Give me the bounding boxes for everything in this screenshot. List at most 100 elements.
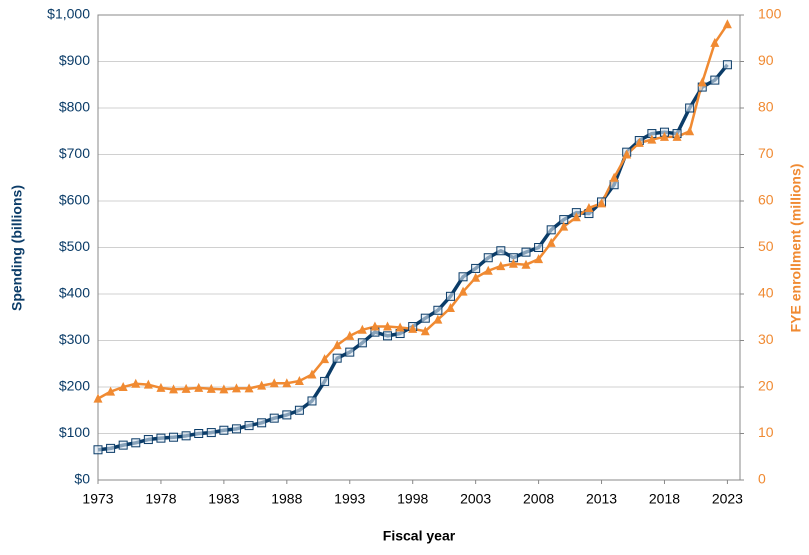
x-tick-label: 1973 (82, 491, 113, 507)
point-marker (722, 60, 732, 70)
point-marker (508, 258, 518, 268)
y2-tick-label: 70 (758, 145, 774, 161)
point-marker (458, 286, 468, 296)
y-tick-label: $500 (59, 238, 90, 254)
point-marker (546, 225, 556, 235)
point-marker (584, 202, 594, 212)
plot-frame (97, 14, 741, 481)
point-marker (320, 376, 330, 386)
point-marker (156, 382, 166, 392)
y2-tick-label: 100 (758, 6, 782, 22)
point-marker (269, 378, 279, 388)
y-tick-label: $100 (59, 424, 90, 440)
point-marker (496, 261, 506, 271)
y2-tick-label: 10 (758, 424, 774, 440)
point-marker (118, 440, 128, 450)
y2-tick-label: 40 (758, 285, 774, 301)
x-tick-label: 2018 (649, 491, 680, 507)
point-marker (420, 326, 430, 336)
point-marker (521, 247, 531, 257)
point-marker (521, 259, 531, 269)
point-marker (471, 263, 481, 273)
point-marker (244, 383, 254, 393)
point-marker (659, 131, 669, 141)
point-marker (685, 103, 695, 113)
point-marker (294, 405, 304, 415)
series-line (97, 23, 729, 400)
point-marker (622, 149, 632, 159)
point-marker (722, 19, 732, 29)
point-marker (282, 378, 292, 388)
series-line (97, 63, 729, 452)
point-marker (294, 375, 304, 385)
y-tick-label: $1,000 (47, 6, 90, 22)
y2-tick-label: 80 (758, 99, 774, 115)
point-marker (496, 246, 506, 256)
point-marker (571, 212, 581, 222)
point-marker (131, 378, 141, 388)
y-tick-label: $400 (59, 285, 90, 301)
x-axis-title: Fiscal year (383, 528, 456, 544)
point-marker (445, 302, 455, 312)
point-marker (269, 413, 279, 423)
point-marker (710, 37, 720, 47)
y-tick-label: $800 (59, 99, 90, 115)
point-marker (609, 180, 619, 190)
y2-tick-label: 0 (758, 471, 766, 487)
point-marker (634, 137, 644, 147)
point-marker (445, 291, 455, 301)
point-marker (483, 253, 493, 263)
y-tick-label: $900 (59, 52, 90, 68)
point-marker (597, 198, 607, 208)
y2-tick-label: 90 (758, 52, 774, 68)
point-marker (458, 272, 468, 282)
point-marker (534, 254, 544, 264)
point-marker (647, 134, 657, 144)
point-marker (357, 338, 367, 348)
y-tick-label: $0 (74, 471, 90, 487)
point-marker (106, 386, 116, 396)
point-marker (206, 383, 216, 393)
point-marker (483, 265, 493, 275)
point-marker (609, 172, 619, 182)
point-marker (169, 432, 179, 442)
x-tick-label: 1993 (334, 491, 365, 507)
point-marker (345, 330, 355, 340)
point-marker (143, 379, 153, 389)
point-marker (420, 313, 430, 323)
point-marker (332, 353, 342, 363)
point-marker (93, 445, 103, 455)
point-marker (206, 428, 216, 438)
point-marker (433, 305, 443, 315)
x-tick-label: 2013 (586, 491, 617, 507)
point-marker (169, 384, 179, 394)
point-marker (345, 347, 355, 357)
y-tick-label: $600 (59, 192, 90, 208)
y2-tick-label: 50 (758, 238, 774, 254)
point-marker (257, 418, 267, 428)
y-tick-label: $700 (59, 145, 90, 161)
y2-tick-label: 30 (758, 331, 774, 347)
point-marker (219, 425, 229, 435)
y2-axis-title: FYE enrollment (millions) (788, 164, 804, 333)
point-marker (231, 383, 241, 393)
x-tick-label: 1988 (271, 491, 302, 507)
point-marker (546, 237, 556, 247)
point-marker (357, 324, 367, 334)
point-marker (383, 331, 393, 341)
x-tick-label: 2008 (523, 491, 554, 507)
point-marker (471, 272, 481, 282)
point-marker (433, 314, 443, 324)
point-marker (181, 383, 191, 393)
x-tick-label: 2003 (460, 491, 491, 507)
point-marker (672, 131, 682, 141)
y2-tick-label: 60 (758, 192, 774, 208)
point-marker (181, 431, 191, 441)
point-marker (131, 438, 141, 448)
y-axis-title: Spending (billions) (9, 185, 25, 311)
point-marker (332, 340, 342, 350)
point-marker (408, 323, 418, 333)
y-tick-label: $200 (59, 378, 90, 394)
point-marker (282, 410, 292, 420)
